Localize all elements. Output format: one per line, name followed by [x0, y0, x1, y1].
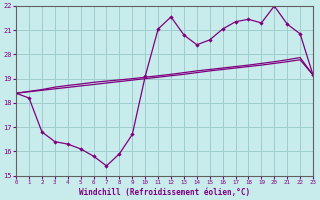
X-axis label: Windchill (Refroidissement éolien,°C): Windchill (Refroidissement éolien,°C)	[79, 188, 250, 197]
